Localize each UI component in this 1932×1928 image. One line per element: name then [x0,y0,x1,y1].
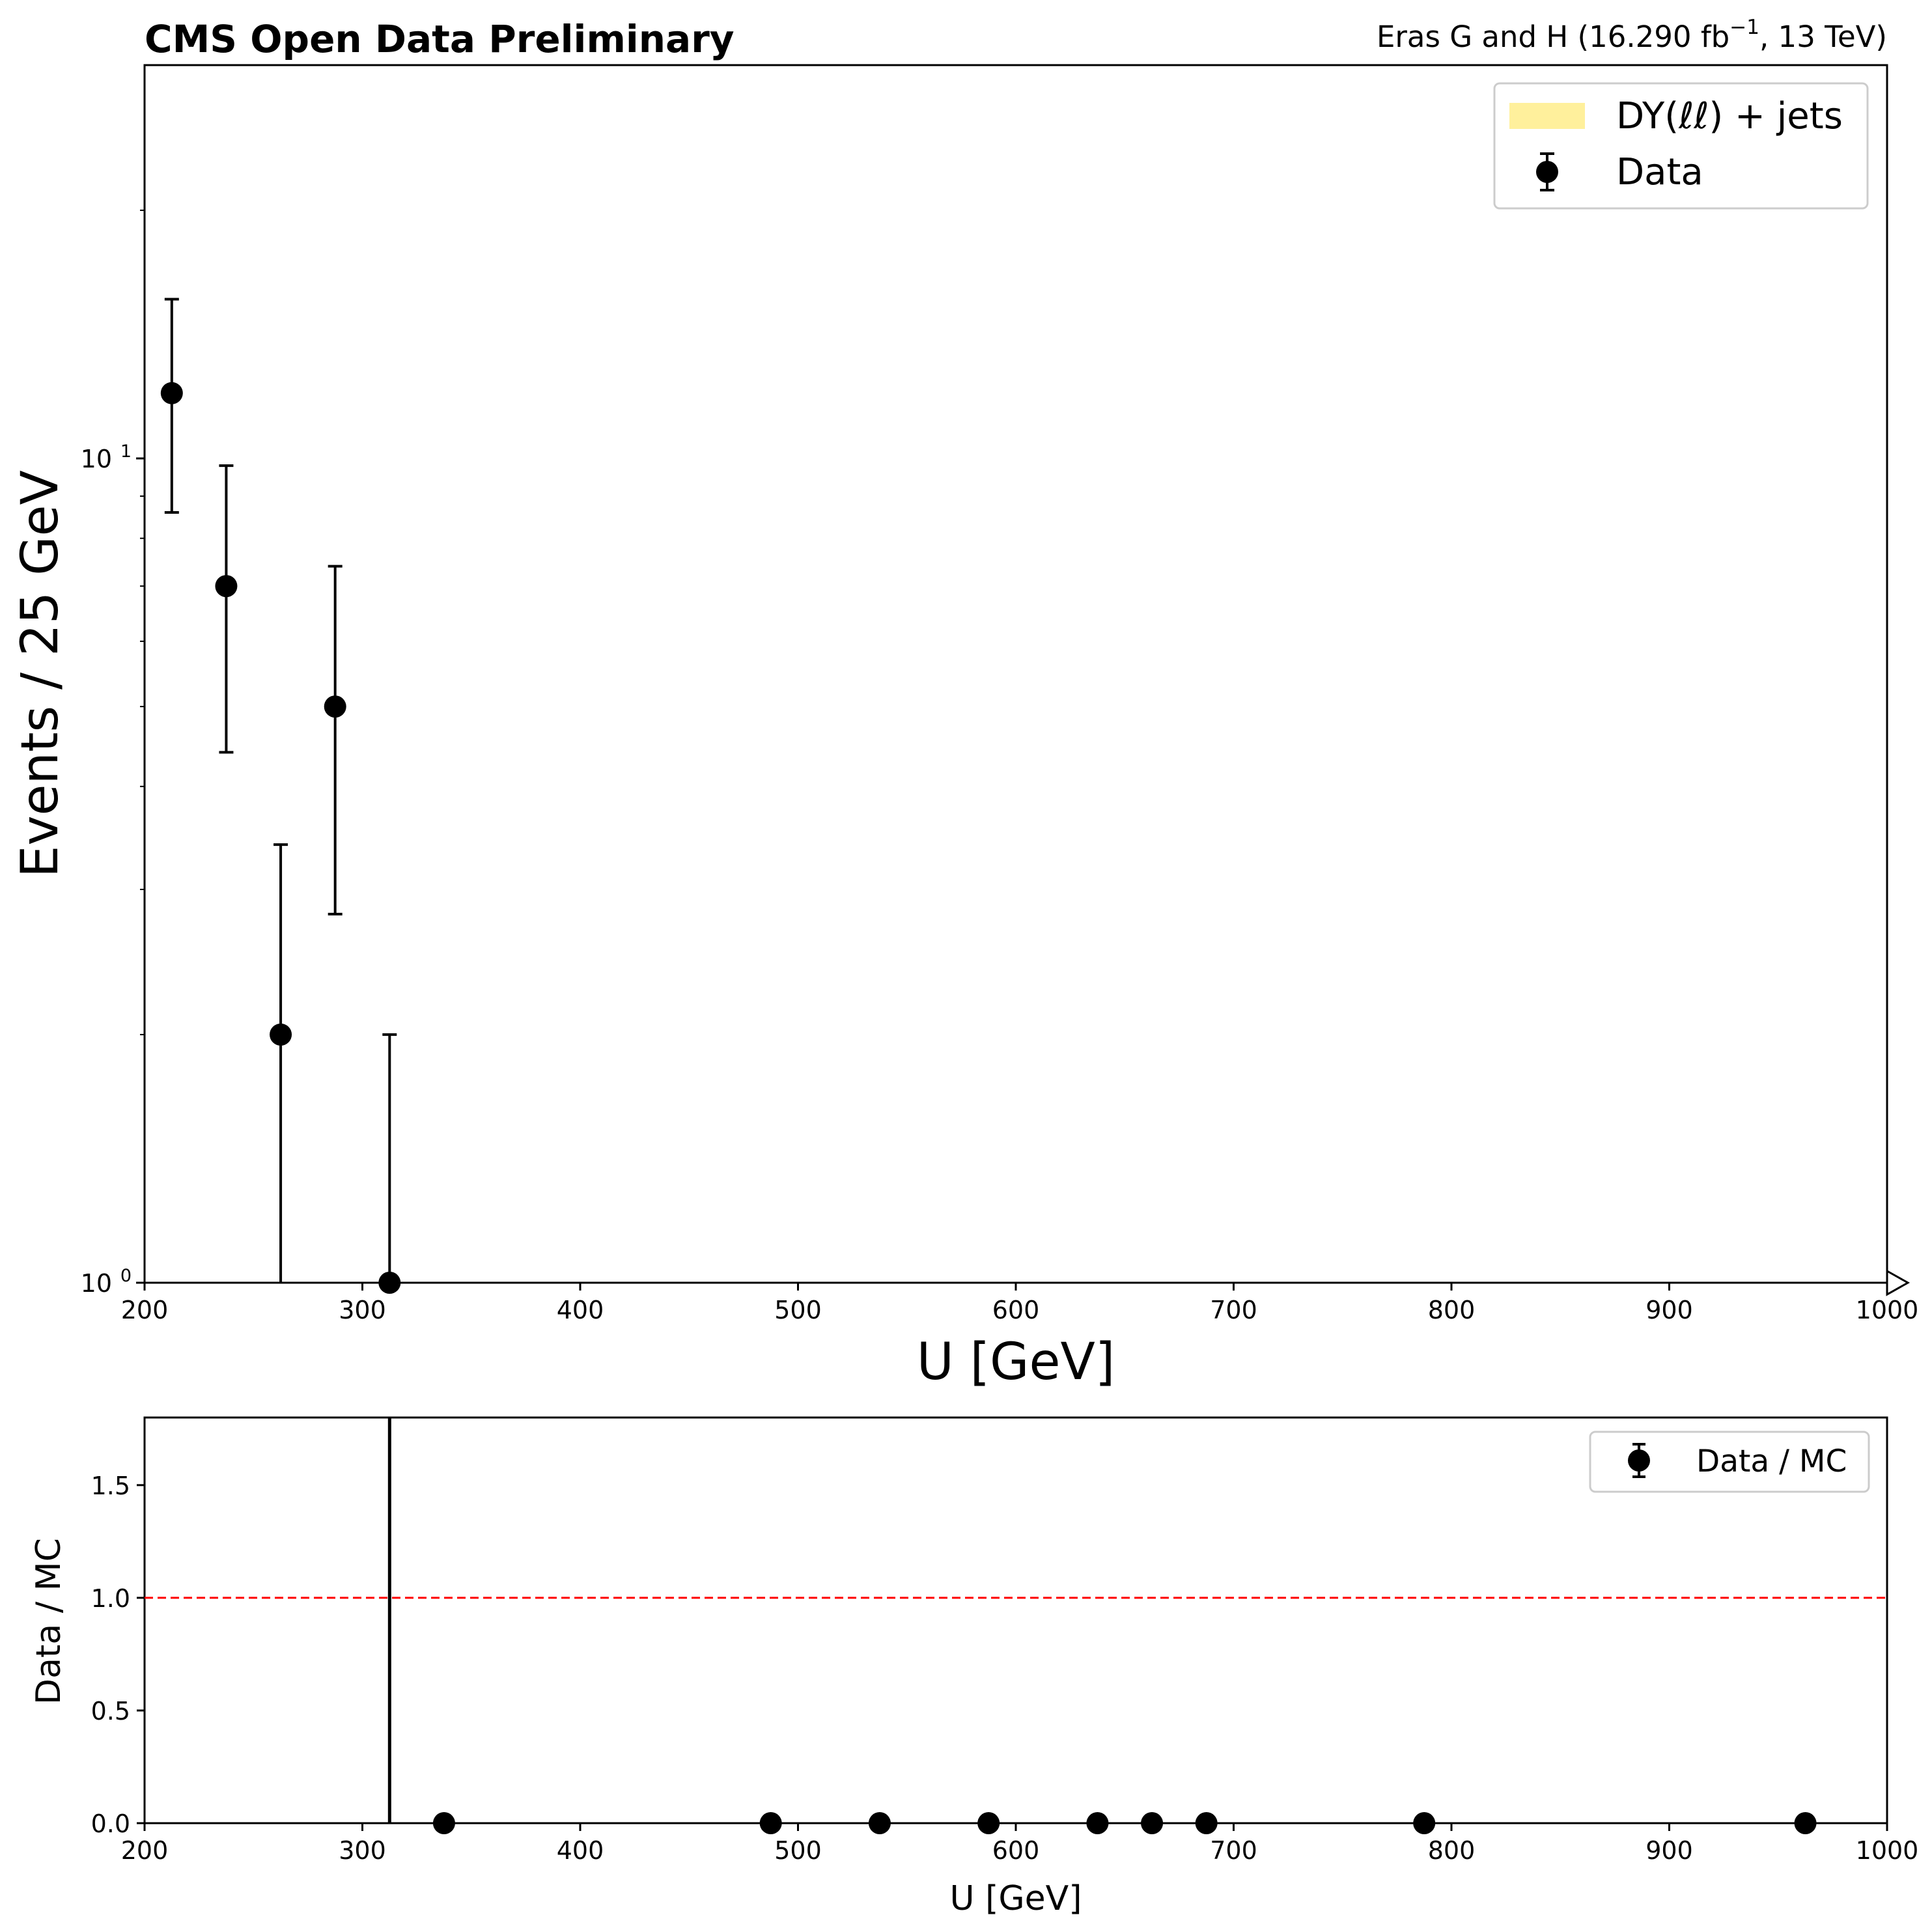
main-x-tick-label: 1000 [1856,1296,1919,1324]
header-luminosity-prefix: Eras G and H (16.290 fb [1377,20,1729,54]
ratio-plot: 200 300 400 500 600 700 800 900 1000 0.0 0.5 1.0 1.… [29,1416,1919,1918]
main-legend-frame [1493,82,1869,210]
main-y-tick-exponent: 1 [120,441,132,462]
ratio-data-point [759,1812,782,1834]
ratio-data-point [1086,1812,1109,1834]
ratio-y-ticks: 0.0 0.5 1.0 1.5 [91,1472,145,1838]
main-plot: 200 300 400 500 600 700 800 900 1000 10 0 10 1 U [G… [11,64,1919,1391]
main-plot-frame [143,64,1888,1284]
ratio-legend-frame [1589,1431,1870,1493]
main-y-tick-label: 10 [81,1269,112,1298]
main-y-tick-exponent: 0 [120,1266,132,1286]
ratio-data-point [432,1812,455,1834]
legend-data-marker [1536,161,1558,183]
ratio-x-ticks: 200 300 400 500 600 700 800 900 1000 [121,1823,1919,1865]
ratio-x-tick-label: 500 [774,1836,822,1865]
ratio-data-point [1794,1812,1817,1834]
ratio-legend: Data / MC [1589,1431,1870,1493]
legend-data-label: Data [1616,151,1703,193]
main-data-point [160,382,183,404]
main-x-tick-label: 300 [339,1296,386,1324]
ratio-x-tick-label: 200 [121,1836,169,1865]
ratio-y-tick-label: 0.5 [91,1697,130,1725]
ratio-y-axis-title: Data / MC [29,1538,68,1705]
ratio-x-axis-title: U [GeV] [949,1879,1082,1918]
main-data-series [160,298,401,1294]
main-x-tick-label: 800 [1428,1296,1476,1324]
ratio-x-tick-label: 800 [1428,1836,1476,1865]
ratio-data-point [1141,1812,1164,1834]
main-data-point [378,1272,401,1294]
main-legend: DY(ℓℓ) + jets Data [1493,82,1869,210]
main-y-ticks: 10 0 10 1 [81,209,145,1298]
main-data-point [270,1023,292,1046]
legend-dy-swatch [1509,103,1585,129]
ratio-x-tick-label: 300 [339,1836,386,1865]
header-luminosity-sup: −1 [1729,16,1759,39]
ratio-x-tick-label: 600 [992,1836,1040,1865]
ratio-data-point [868,1812,891,1834]
main-y-tick-label: 10 [81,445,112,473]
main-data-point [324,695,346,718]
legend-dy-label: DY(ℓℓ) + jets [1616,95,1843,137]
main-x-tick-label: 700 [1210,1296,1257,1324]
main-x-tick-label: 600 [992,1296,1040,1324]
main-data-point [215,575,238,598]
ratio-legend-marker [1628,1449,1650,1472]
ratio-y-tick-label: 1.0 [91,1584,130,1613]
header-luminosity-suffix: , 13 TeV) [1759,20,1887,54]
main-x-tick-label: 400 [557,1296,604,1324]
main-x-ticks: 200 300 400 500 600 700 800 900 1000 [121,1283,1919,1324]
overflow-arrow-marker [1886,1269,1911,1296]
ratio-x-tick-label: 1000 [1856,1836,1919,1865]
ratio-y-tick-label: 0.0 [91,1809,130,1838]
header-title: CMS Open Data Preliminary [145,17,735,61]
ratio-data-point [1195,1812,1218,1834]
main-y-axis-title: Events / 25 GeV [11,470,70,878]
main-x-axis-title: U [GeV] [917,1333,1115,1391]
main-x-tick-label: 900 [1645,1296,1693,1324]
ratio-data-series [387,1418,1817,1834]
ratio-data-point [1413,1812,1436,1834]
main-x-tick-label: 200 [121,1296,169,1324]
ratio-y-tick-label: 1.5 [91,1472,130,1500]
header-luminosity: Eras G and H (16.290 fb−1, 13 TeV) [1377,16,1887,54]
ratio-x-tick-label: 700 [1210,1836,1257,1865]
ratio-x-tick-label: 400 [557,1836,604,1865]
ratio-data-point [977,1812,1000,1834]
main-x-tick-label: 500 [774,1296,822,1324]
ratio-x-tick-label: 900 [1645,1836,1693,1865]
ratio-legend-label: Data / MC [1696,1444,1847,1479]
